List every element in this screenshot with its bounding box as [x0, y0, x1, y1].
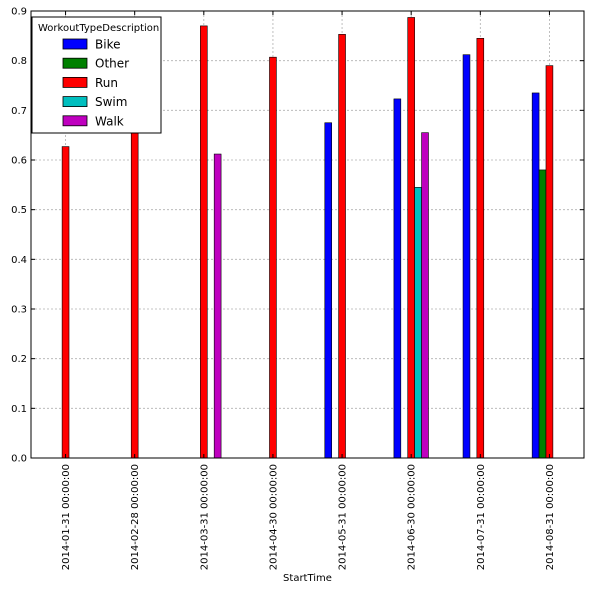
y-tick-label: 0.0	[11, 454, 27, 465]
legend-label-swim: Swim	[95, 95, 127, 109]
x-tick-labels: 2014-01-31 00:00:00 2014-02-28 00:00:00 20…	[61, 464, 556, 570]
bar-walk-5	[421, 132, 429, 459]
legend-label-other: Other	[95, 57, 129, 71]
y-tick-label: 0.1	[11, 404, 27, 415]
bar-run-3	[269, 56, 277, 459]
bar-run-4	[338, 34, 346, 459]
y-tick-label: 0.3	[11, 305, 27, 316]
legend-label-walk: Walk	[95, 114, 124, 128]
legend-title: WorkoutTypeDescription	[38, 23, 159, 34]
bar-run-6	[476, 38, 485, 459]
legend-label-bike: Bike	[95, 38, 120, 52]
x-tick-label: 2014-02-28 00:00:00	[130, 464, 141, 570]
bar-bike-5	[393, 98, 402, 459]
bar-run-0	[61, 146, 70, 459]
x-tick-label: 2014-08-31 00:00:00	[545, 464, 556, 570]
legend-swatch-bike	[62, 38, 88, 50]
y-tick-label: 0.7	[11, 106, 27, 117]
y-tick-labels: 0.0 0.1 0.2 0.3 0.4 0.5 0.6 0.7 0.8 0.9	[11, 7, 27, 465]
bar-run-2	[200, 25, 208, 459]
x-tick-label: 2014-04-30 00:00:00	[268, 464, 279, 570]
legend-items: Bike Other Run Swim Walk	[62, 38, 129, 128]
plot-frame	[30, 10, 585, 459]
bar-bike-4	[324, 122, 332, 459]
bar-walk-2	[213, 153, 222, 459]
y-tick-label: 0.9	[11, 7, 27, 18]
x-tick-label: 2014-05-31 00:00:00	[338, 464, 349, 570]
bar-bike-7	[531, 92, 540, 459]
axis-ticks	[31, 10, 584, 459]
legend-label-run: Run	[95, 76, 118, 90]
bars	[61, 17, 554, 459]
bar-run-1	[130, 131, 139, 459]
x-axis-label: StartTime	[283, 573, 332, 584]
y-tick-label: 0.6	[11, 156, 27, 167]
x-tick-label: 2014-03-31 00:00:00	[199, 464, 210, 570]
x-tick-label: 2014-07-31 00:00:00	[476, 464, 487, 570]
y-tick-label: 0.5	[11, 205, 27, 216]
x-tick-label: 2014-01-31 00:00:00	[61, 464, 72, 570]
legend-swatch-walk	[62, 115, 88, 127]
legend-swatch-run	[62, 77, 88, 88]
bar-run-7	[545, 65, 554, 459]
y-tick-label: 0.2	[11, 354, 27, 365]
legend-swatch-swim	[62, 96, 88, 107]
bar-other-7	[538, 169, 547, 459]
bar-run-5	[407, 17, 415, 459]
bar-swim-5	[414, 187, 422, 459]
x-tick-label: 2014-06-30 00:00:00	[407, 464, 418, 570]
y-tick-label: 0.4	[11, 255, 27, 266]
legend-swatch-other	[62, 57, 88, 69]
bar-bike-6	[462, 54, 471, 459]
legend-box	[31, 16, 162, 134]
legend: WorkoutTypeDescription Bike Other Run Swim W…	[31, 16, 162, 134]
y-tick-label: 0.8	[11, 56, 27, 67]
